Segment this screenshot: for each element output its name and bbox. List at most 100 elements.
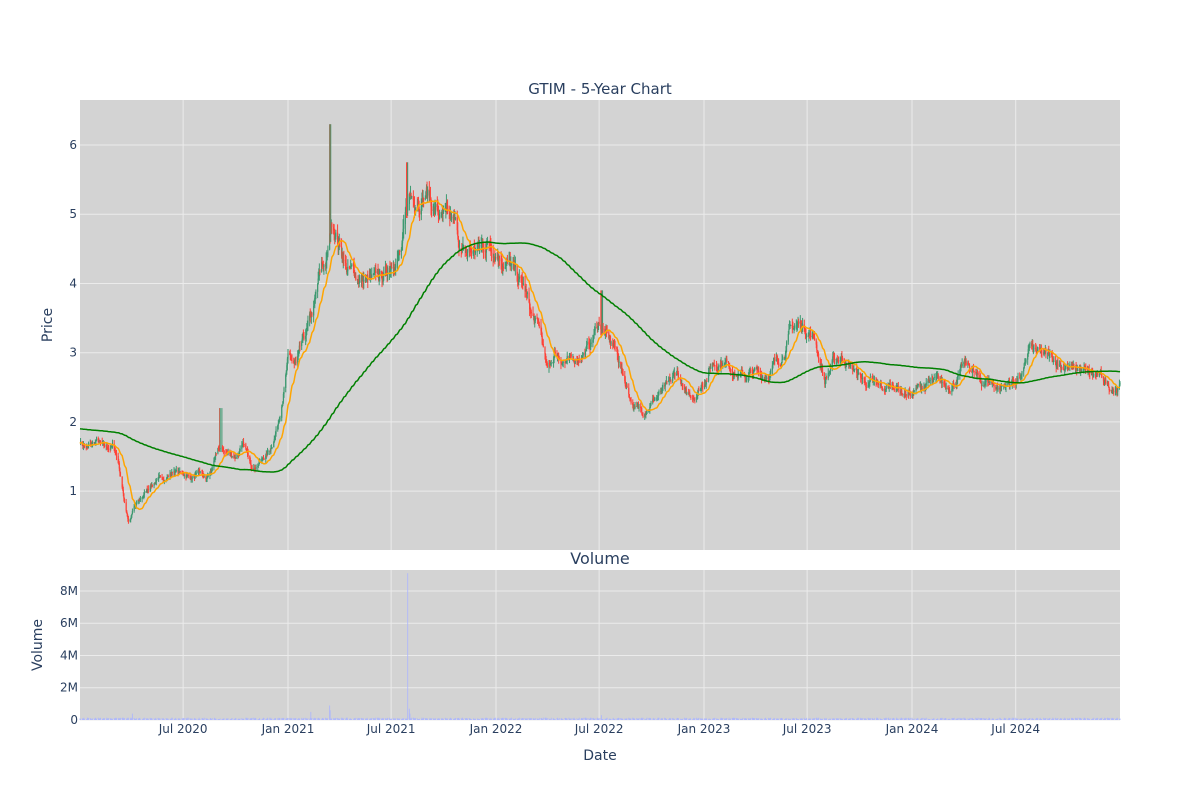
candle-body: [207, 475, 209, 478]
volume-bar: [322, 717, 324, 720]
volume-bar: [739, 718, 741, 720]
candle-body: [823, 372, 825, 379]
candle-body: [343, 259, 345, 261]
candle-body: [985, 379, 987, 383]
volume-bar: [913, 718, 915, 720]
candle-body: [243, 443, 245, 445]
volume-bar: [115, 717, 117, 720]
volume-bar: [965, 718, 967, 720]
candle-body: [431, 206, 433, 211]
volume-bar: [251, 718, 253, 720]
candle-body: [869, 380, 871, 383]
volume-bar: [693, 717, 695, 720]
volume-bar: [823, 718, 825, 720]
candle-body: [330, 233, 332, 235]
volume-bar: [614, 719, 616, 720]
volume-bar: [581, 718, 583, 720]
candle-body: [1032, 348, 1034, 350]
volume-bar: [463, 719, 465, 720]
volume-bar: [992, 718, 994, 720]
volume-bar: [400, 719, 402, 720]
candle-body: [656, 397, 658, 399]
volume-bar: [725, 718, 727, 720]
candle-body: [959, 366, 962, 370]
volume-bar: [269, 717, 271, 720]
volume-bar: [534, 719, 536, 720]
candle-body: [121, 476, 123, 488]
volume-bar: [911, 717, 913, 720]
volume-bar: [554, 719, 556, 720]
candle-body: [1020, 375, 1022, 380]
candle-body: [779, 364, 781, 366]
candle-body: [1023, 363, 1025, 369]
candle-body: [827, 373, 829, 379]
volume-bar: [879, 718, 881, 720]
volume-bar: [227, 718, 229, 720]
candle-body: [89, 443, 91, 446]
volume-bar: [405, 718, 407, 720]
volume-bar: [955, 718, 957, 720]
candle-body: [553, 355, 555, 360]
volume-bar: [983, 718, 985, 720]
candle-body: [540, 331, 543, 336]
candle-body: [273, 442, 275, 448]
volume-bar: [1055, 718, 1057, 720]
volume-bar: [1118, 718, 1120, 720]
volume-bar: [265, 719, 267, 720]
volume-bar: [506, 718, 508, 720]
volume-bar: [285, 718, 287, 720]
candle-body: [321, 261, 323, 263]
candle-body: [841, 356, 844, 360]
volume-bar: [696, 717, 698, 720]
volume-bar: [704, 718, 706, 720]
candle-body: [788, 326, 791, 330]
candle-body: [395, 265, 397, 268]
volume-bar: [302, 718, 304, 720]
volume-bar: [110, 718, 112, 720]
volume-bar: [673, 719, 675, 720]
volume-bar: [860, 718, 862, 720]
volume-bar: [376, 717, 378, 720]
candle-body: [504, 267, 506, 269]
volume-bar: [925, 718, 927, 720]
candle-body: [273, 438, 275, 443]
volume-bar: [1064, 718, 1066, 720]
volume-bar: [716, 719, 718, 720]
volume-bar: [702, 719, 704, 720]
candle-body: [588, 344, 591, 347]
candle-body: [694, 398, 696, 400]
candle-body: [267, 451, 269, 452]
volume-bar: [406, 718, 408, 720]
volume-bar: [573, 719, 575, 720]
price-gridlines: [80, 100, 1120, 550]
candle-body: [975, 371, 977, 373]
volume-bar: [883, 718, 885, 720]
volume-bar: [610, 719, 612, 720]
volume-bar: [728, 717, 730, 720]
volume-bar: [530, 718, 532, 720]
volume-bar: [183, 718, 185, 720]
candle-body: [809, 332, 812, 338]
candle-body: [723, 363, 726, 365]
candle-body: [729, 367, 731, 370]
candle-body: [949, 389, 951, 392]
candle-body: [486, 241, 489, 244]
volume-bar: [718, 719, 720, 720]
candle-body: [917, 383, 919, 386]
volume-bar: [187, 717, 189, 720]
volume-bar: [589, 718, 591, 720]
volume-bar: [504, 717, 506, 720]
volume-bar: [505, 717, 507, 720]
candle-body: [885, 389, 887, 393]
volume-bar: [775, 718, 777, 720]
candle-body: [1053, 360, 1055, 362]
volume-bar: [537, 718, 539, 720]
volume-bar: [951, 718, 953, 720]
volume-bar: [824, 719, 826, 720]
volume-bar: [522, 718, 524, 720]
volume-bar: [818, 717, 820, 720]
volume-bar: [816, 718, 818, 720]
candle-body: [718, 365, 720, 368]
candle-body: [604, 333, 607, 336]
